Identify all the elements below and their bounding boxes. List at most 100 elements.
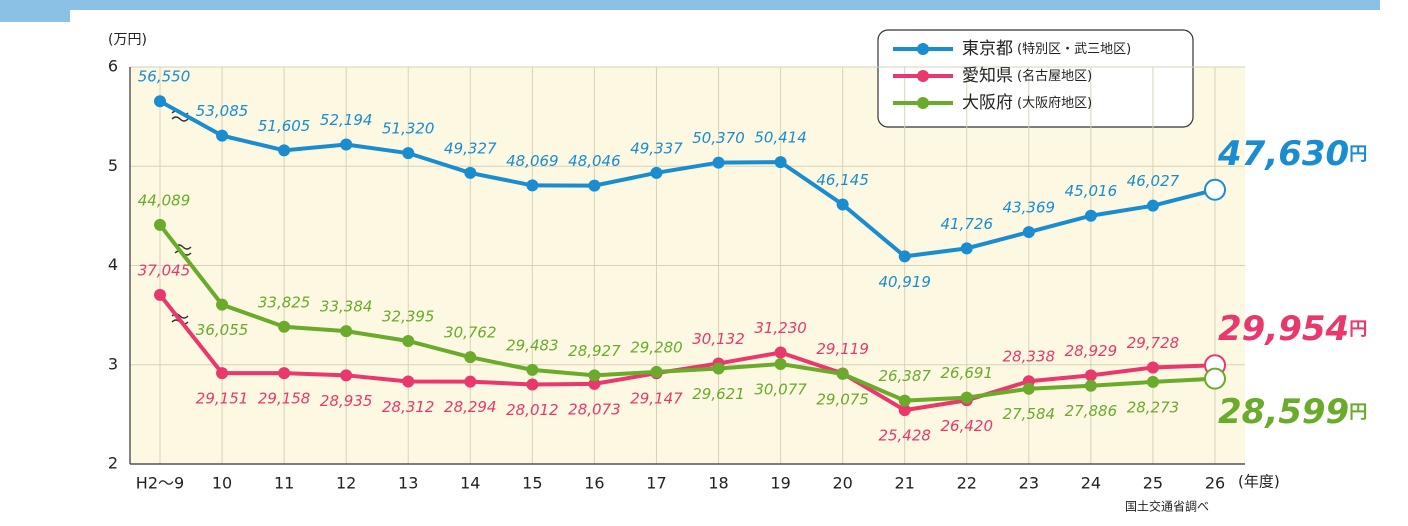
data-label: 29,280 [630, 338, 683, 356]
y-tick-label: 5 [108, 156, 118, 175]
data-label: 40,919 [878, 273, 931, 291]
x-tick-label: 25 [1143, 474, 1163, 493]
x-tick-label: 24 [1081, 474, 1101, 493]
data-label: 28,273 [1127, 398, 1180, 416]
data-point [340, 369, 353, 382]
data-point [712, 362, 725, 375]
y-tick-label: 4 [108, 255, 118, 274]
data-label: 43,369 [1003, 199, 1056, 217]
data-label: 44,089 [138, 191, 191, 209]
y-tick-label: 3 [108, 354, 118, 373]
data-point [216, 129, 229, 142]
data-point [464, 375, 477, 388]
y-tick-label: 6 [108, 57, 118, 76]
data-label: 46,145 [816, 171, 869, 189]
x-tick-label: 16 [584, 474, 604, 493]
data-point [588, 369, 601, 382]
data-point [1146, 375, 1159, 388]
end-label: 28,599円 [1218, 392, 1367, 432]
data-label: 53,085 [196, 102, 249, 120]
x-tick-label: 13 [398, 474, 418, 493]
data-point [898, 394, 911, 407]
data-label: 51,320 [382, 120, 435, 138]
data-point [464, 166, 477, 179]
legend-note: (大阪府地区) [1017, 96, 1092, 111]
end-unit: 円 [1349, 319, 1367, 340]
data-point [1084, 369, 1097, 382]
data-label: 37,045 [138, 261, 191, 279]
x-tick-label: 18 [708, 474, 728, 493]
end-label: 47,630円 [1217, 134, 1367, 174]
data-label: 26,387 [878, 367, 931, 385]
data-label: 28,294 [444, 398, 497, 416]
data-point [836, 198, 849, 211]
data-label: 29,483 [506, 336, 559, 354]
end-unit: 円 [1349, 402, 1367, 423]
data-point [278, 320, 291, 333]
data-label: 29,119 [816, 340, 869, 358]
data-point [774, 346, 787, 359]
data-point [402, 147, 415, 160]
data-point [278, 144, 291, 157]
x-tick-label: 19 [770, 474, 790, 493]
series-line [159, 99, 1216, 259]
data-label: 28,312 [382, 398, 435, 416]
data-point [216, 367, 229, 380]
end-value: 28,599 [1218, 392, 1349, 432]
end-label: 29,954円 [1218, 309, 1367, 349]
data-point [1204, 367, 1226, 390]
x-tick-label: 21 [895, 474, 915, 493]
data-point [216, 298, 229, 311]
series-line [158, 223, 1216, 403]
data-label: 29,728 [1127, 334, 1180, 352]
data-point [340, 325, 353, 338]
data-point [464, 351, 477, 364]
legend-note: (特別区・武三地区) [1017, 42, 1131, 57]
data-point [402, 375, 415, 388]
data-label: 28,929 [1065, 342, 1118, 360]
legend-label: 東京都 (特別区・武三地区) [962, 39, 1131, 59]
data-label: 33,825 [258, 293, 311, 311]
data-label: 29,621 [692, 385, 745, 403]
data-label: 30,077 [754, 380, 807, 398]
x-tick-label: H2〜9 [136, 474, 184, 493]
x-tick-label: 22 [957, 474, 977, 493]
data-label: 28,073 [568, 400, 621, 418]
x-tick-label: 17 [646, 474, 666, 493]
source: 国土交通省調べ [1125, 499, 1209, 514]
data-point [526, 179, 539, 192]
data-point [1146, 361, 1159, 374]
data-point [526, 363, 539, 376]
data-label: 26,691 [941, 364, 994, 382]
data-label: 29,151 [196, 390, 249, 408]
data-label: 28,012 [506, 401, 559, 419]
header-bar [0, 0, 1380, 10]
data-label: 32,395 [382, 307, 435, 325]
x-tick-label: 23 [1019, 474, 1039, 493]
data-label: 29,147 [630, 390, 683, 408]
x-axis-label: (年度) [1238, 473, 1280, 491]
data-point [340, 138, 353, 151]
data-point [402, 334, 415, 347]
data-label: 27,584 [1003, 405, 1056, 423]
data-label: 48,046 [568, 152, 621, 170]
data-point [898, 404, 911, 417]
data-label: 45,016 [1065, 182, 1118, 200]
data-label: 49,327 [444, 139, 497, 157]
data-point [154, 95, 166, 108]
data-point [1084, 209, 1097, 222]
data-label: 28,935 [320, 392, 373, 410]
legend-label: 愛知県 (名古屋地区) [962, 66, 1092, 86]
legend-name: 東京都 [962, 39, 1013, 59]
data-point [1146, 199, 1159, 212]
data-label: 30,762 [444, 324, 497, 342]
data-label: 31,230 [754, 319, 807, 337]
legend-name: 大阪府 [962, 93, 1013, 113]
data-point [154, 288, 166, 301]
x-tick-label: 26 [1205, 474, 1225, 493]
data-point [650, 365, 663, 378]
end-value: 47,630 [1217, 134, 1349, 174]
data-point [836, 367, 849, 380]
data-label: 36,055 [196, 321, 249, 339]
